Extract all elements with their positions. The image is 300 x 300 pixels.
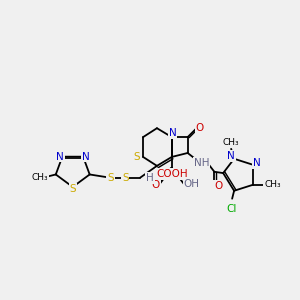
Text: NH: NH [194,158,209,168]
Text: COOH: COOH [156,169,188,179]
Text: Cl: Cl [226,204,236,214]
Text: N: N [253,158,260,168]
Text: CH₃: CH₃ [264,180,281,189]
Text: O: O [152,180,160,190]
Text: S: S [107,173,114,183]
Text: N: N [56,152,64,161]
Text: CH₃: CH₃ [32,173,48,182]
Text: N: N [227,151,235,161]
Text: H: H [146,173,154,183]
Text: N: N [169,128,177,138]
Text: S: S [122,173,128,183]
Text: O: O [195,123,204,133]
Text: S: S [134,152,140,162]
Text: S: S [69,184,76,194]
Text: OH: OH [184,179,200,189]
Text: N: N [82,152,89,161]
Text: CH₃: CH₃ [223,138,239,147]
Text: O: O [214,181,223,191]
